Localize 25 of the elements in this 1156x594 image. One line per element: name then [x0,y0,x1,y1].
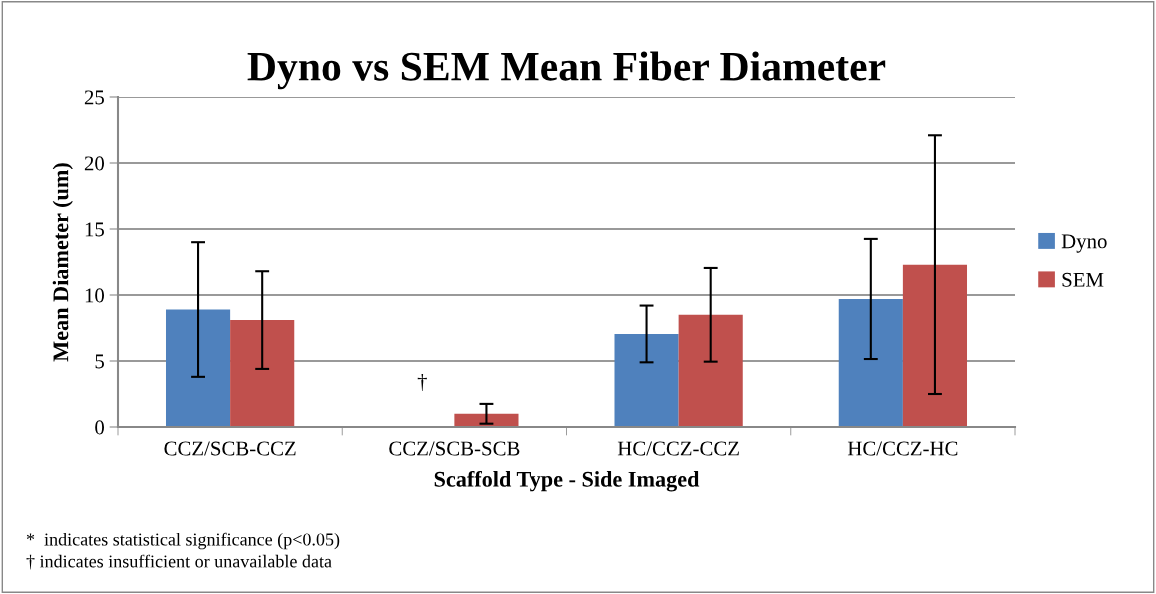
bar [614,333,679,427]
legend-label: Dyno [1061,234,1107,253]
legend-label: SEM [1062,272,1104,287]
bar [165,309,231,427]
bar [678,314,743,427]
y-tick-label: 15 [85,222,104,237]
bar [838,298,903,427]
text: * indicates statistical significance (p<0.05) [26,532,340,550]
y-tick-label: 0 [95,420,105,435]
bar [230,320,295,427]
chart-title: Dyno vs SEM Mean Fiber Diameter [247,51,886,90]
x-tick-label: CCZ/SCB-CCZ [164,441,296,456]
y-tick-label: 10 [85,288,105,303]
x-tick-label: HC/CCZ-CCZ [617,441,739,456]
bar [902,264,968,427]
x-tick-label: CCZ/SCB-SCB [389,441,520,456]
annotation: † [417,373,427,391]
y-tick-label: 20 [84,156,105,171]
y-tick-label: 5 [95,354,104,369]
y-axis-title: Mean Diameter (um) [52,163,73,362]
bar [454,413,519,427]
text: † indicates insufficient or unavailable data [26,554,332,570]
y-tick-label: 25 [84,90,104,105]
x-axis-title: Scaffold Type - Side Imaged [434,470,700,492]
x-tick-label: HC/CCZ-HC [847,441,958,456]
